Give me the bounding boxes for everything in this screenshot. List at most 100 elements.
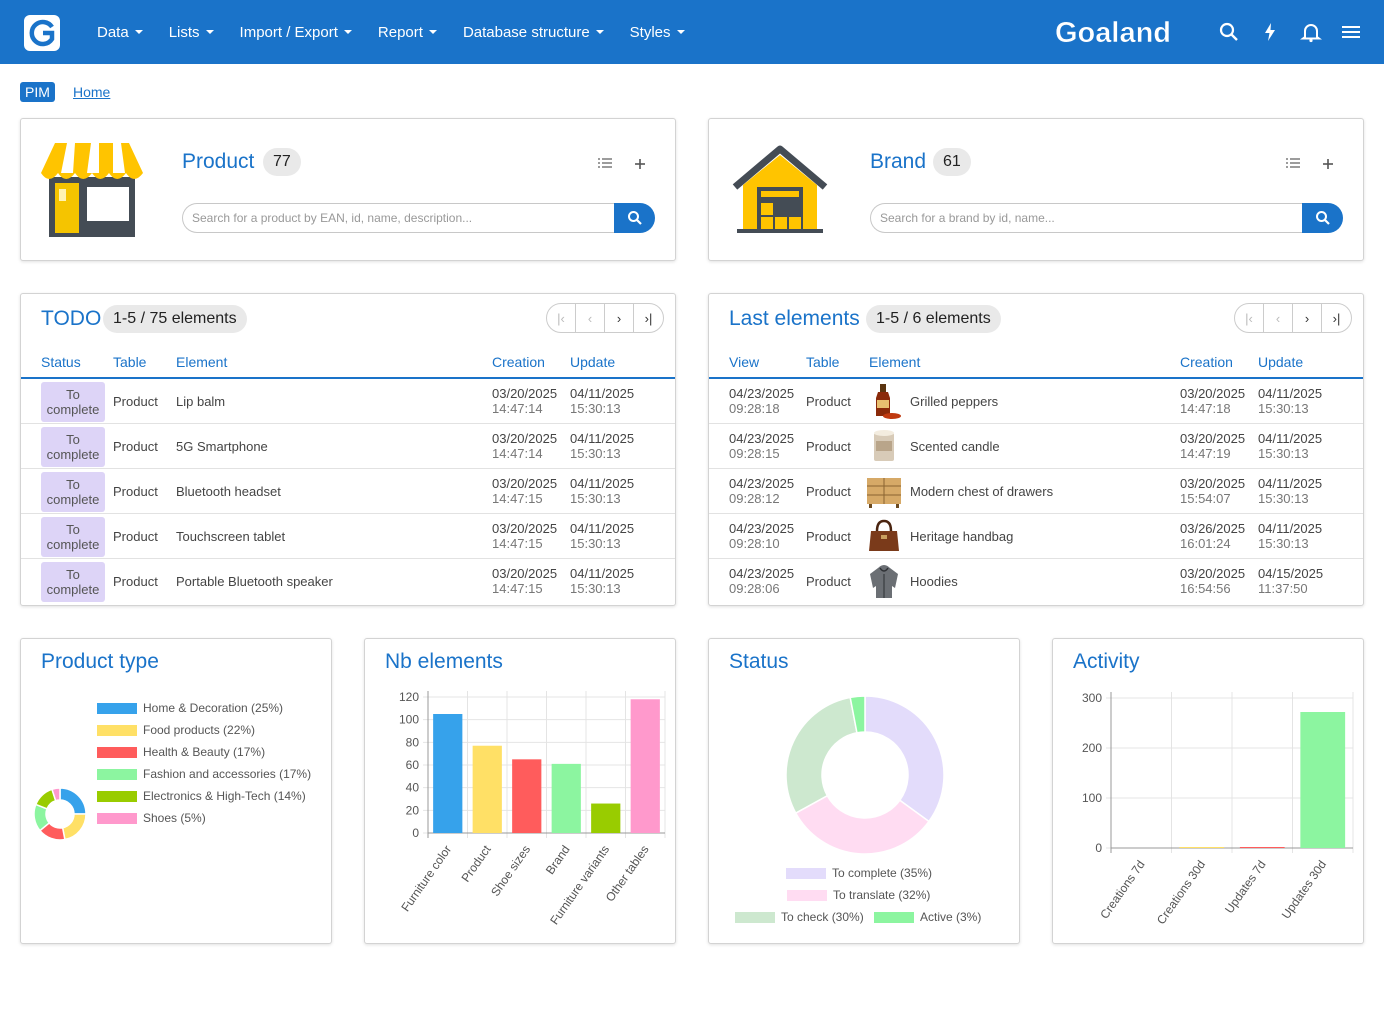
prev-page-button[interactable]: ‹ <box>1264 304 1293 332</box>
table-row[interactable]: To complete Product Bluetooth headset 03/… <box>21 469 675 514</box>
row-element[interactable]: Hoodies <box>910 574 958 589</box>
menu-import-export[interactable]: Import / Export <box>240 24 352 41</box>
row-element[interactable]: Lip balm <box>176 394 226 409</box>
nb-elements-bar-brand[interactable] <box>551 763 581 833</box>
nb-elements-bar-product[interactable] <box>472 745 502 833</box>
nb-elements-y-tick: 0 <box>412 826 419 840</box>
row-element[interactable]: Grilled peppers <box>910 394 999 409</box>
app-logo-icon[interactable] <box>24 15 60 51</box>
product-type-slice-shoes-5[interactable] <box>51 787 61 802</box>
row-element[interactable]: Bluetooth headset <box>176 484 281 499</box>
row-update: 04/11/2025 15:30:13 <box>570 386 635 416</box>
next-page-button[interactable]: › <box>1293 304 1322 332</box>
product-type-slice-home-decoration-25[interactable] <box>59 787 87 815</box>
row-element[interactable]: Portable Bluetooth speaker <box>176 574 333 589</box>
table-row[interactable]: To complete Product Touchscreen tablet 03… <box>21 514 675 559</box>
product-type-legend-food-products-22[interactable]: Food products (22%) <box>97 723 255 737</box>
col-element[interactable]: Element <box>869 354 921 370</box>
table-row[interactable]: 04/23/2025 09:28:15 Product Scented candl… <box>709 424 1363 469</box>
table-row[interactable]: To complete Product Portable Bluetooth sp… <box>21 559 675 604</box>
row-element[interactable]: Modern chest of drawers <box>910 484 1054 499</box>
status-slice-to-translate-32[interactable] <box>794 794 930 855</box>
row-update: 04/11/2025 15:30:13 <box>570 476 635 506</box>
list-icon[interactable] <box>597 156 613 172</box>
menu-report[interactable]: Report <box>378 24 437 41</box>
product-type-legend-electronics-high-tech-14[interactable]: Electronics & High-Tech (14%) <box>97 789 306 803</box>
nb-elements-y-tick: 60 <box>406 758 420 772</box>
first-page-button[interactable]: |‹ <box>547 304 576 332</box>
product-type-slice-food-products-22[interactable] <box>61 813 87 841</box>
status-legend-active-3[interactable]: Active (3%) <box>874 910 981 924</box>
col-status[interactable]: Status <box>41 354 81 370</box>
col-table[interactable]: Table <box>113 354 147 370</box>
brand-search-button[interactable] <box>1302 203 1343 233</box>
product-search-button[interactable] <box>614 203 655 233</box>
product-type-legend-home-decoration-25[interactable]: Home & Decoration (25%) <box>97 701 283 715</box>
activity-bar-updates-30d[interactable] <box>1300 712 1346 848</box>
brand-card: Brand 61 Search for a brand by id, name.… <box>708 118 1364 261</box>
list-icon[interactable] <box>1285 156 1301 172</box>
menu-lists[interactable]: Lists <box>169 24 214 41</box>
row-creation: 03/20/2025 14:47:14 <box>492 386 558 416</box>
menu-styles[interactable]: Styles <box>630 24 685 41</box>
table-row[interactable]: To complete Product Lip balm 03/20/2025 14… <box>21 379 675 424</box>
row-update: 04/11/2025 15:30:13 <box>1258 521 1323 551</box>
menu-database-structure[interactable]: Database structure <box>463 24 604 41</box>
product-card-title[interactable]: Product <box>182 150 255 173</box>
status-slice-to-check-30[interactable] <box>785 696 858 815</box>
row-update: 04/11/2025 15:30:13 <box>570 431 635 461</box>
col-update[interactable]: Update <box>1258 354 1304 370</box>
status-legend-to-complete-35[interactable]: To complete (35%) <box>786 866 932 880</box>
table-row[interactable]: 04/23/2025 09:28:10 Product Heritage hand… <box>709 514 1363 559</box>
row-element[interactable]: 5G Smartphone <box>176 439 268 454</box>
search-icon[interactable] <box>1217 20 1241 44</box>
nb-elements-bar-shoe-sizes[interactable] <box>512 759 542 833</box>
prev-page-button[interactable]: ‹ <box>576 304 605 332</box>
col-update[interactable]: Update <box>570 354 616 370</box>
row-update: 04/15/2025 11:37:50 <box>1258 566 1324 596</box>
legend-label: Electronics & High-Tech (14%) <box>143 789 306 803</box>
col-table[interactable]: Table <box>806 354 840 370</box>
product-type-legend-shoes-5[interactable]: Shoes (5%) <box>97 811 206 825</box>
product-search-input[interactable]: Search for a product by EAN, id, name, d… <box>182 203 615 233</box>
pim-badge[interactable]: PIM <box>20 82 55 102</box>
legend-label: Fashion and accessories (17%) <box>143 767 312 781</box>
brand-card-title[interactable]: Brand <box>870 150 927 173</box>
hamburger-menu-icon[interactable] <box>1339 20 1363 44</box>
status-slice-to-complete-35[interactable] <box>864 695 945 823</box>
breadcrumb-home-link[interactable]: Home <box>73 84 111 100</box>
table-row[interactable]: 04/23/2025 09:28:06 Product Hoodies 03/20… <box>709 559 1363 604</box>
row-element[interactable]: Heritage handbag <box>910 529 1014 544</box>
nb-elements-bar-other-tables[interactable] <box>630 699 660 833</box>
last-page-button[interactable]: ›| <box>644 310 653 326</box>
activity-bar-updates-7d[interactable] <box>1239 847 1285 848</box>
goaland-logo[interactable]: Goaland <box>1053 15 1193 49</box>
row-element[interactable]: Scented candle <box>910 439 1000 454</box>
menu-data[interactable]: Data <box>97 24 143 41</box>
table-row[interactable]: 04/23/2025 09:28:18 Product Grilled peppe… <box>709 379 1363 424</box>
status-legend-to-translate-32[interactable]: To translate (32%) <box>787 888 930 902</box>
brand-search-input[interactable]: Search for a brand by id, name... <box>870 203 1303 233</box>
col-view[interactable]: View <box>729 354 760 370</box>
col-creation[interactable]: Creation <box>492 354 545 370</box>
col-creation[interactable]: Creation <box>1180 354 1233 370</box>
add-icon[interactable] <box>1320 156 1336 172</box>
table-row[interactable]: 04/23/2025 09:28:12 Product Modern chest … <box>709 469 1363 514</box>
nb-elements-bar-furniture-color[interactable] <box>433 714 463 833</box>
product-type-legend-health-beauty-17[interactable]: Health & Beauty (17%) <box>97 745 265 759</box>
activity-bar-creations-30d[interactable] <box>1179 847 1225 848</box>
nb-elements-bar-furniture-variants[interactable] <box>591 803 621 833</box>
last-elements-pager: |‹ ‹ › ›| <box>1234 303 1352 333</box>
first-page-button[interactable]: |‹ <box>1235 304 1264 332</box>
product-type-legend-fashion-and-accessories-17[interactable]: Fashion and accessories (17%) <box>97 767 311 781</box>
status-legend-to-check-30[interactable]: To check (30%) <box>735 910 864 924</box>
lightning-icon[interactable] <box>1258 20 1282 44</box>
row-element[interactable]: Touchscreen tablet <box>176 529 286 544</box>
next-page-button[interactable]: › <box>605 304 634 332</box>
col-element[interactable]: Element <box>176 354 228 370</box>
table-row[interactable]: To complete Product 5G Smartphone 03/20/2… <box>21 424 675 469</box>
last-page-button[interactable]: ›| <box>1332 310 1341 326</box>
bell-icon[interactable] <box>1299 20 1323 44</box>
add-icon[interactable] <box>632 156 648 172</box>
status-slice-active-3[interactable] <box>849 695 866 734</box>
